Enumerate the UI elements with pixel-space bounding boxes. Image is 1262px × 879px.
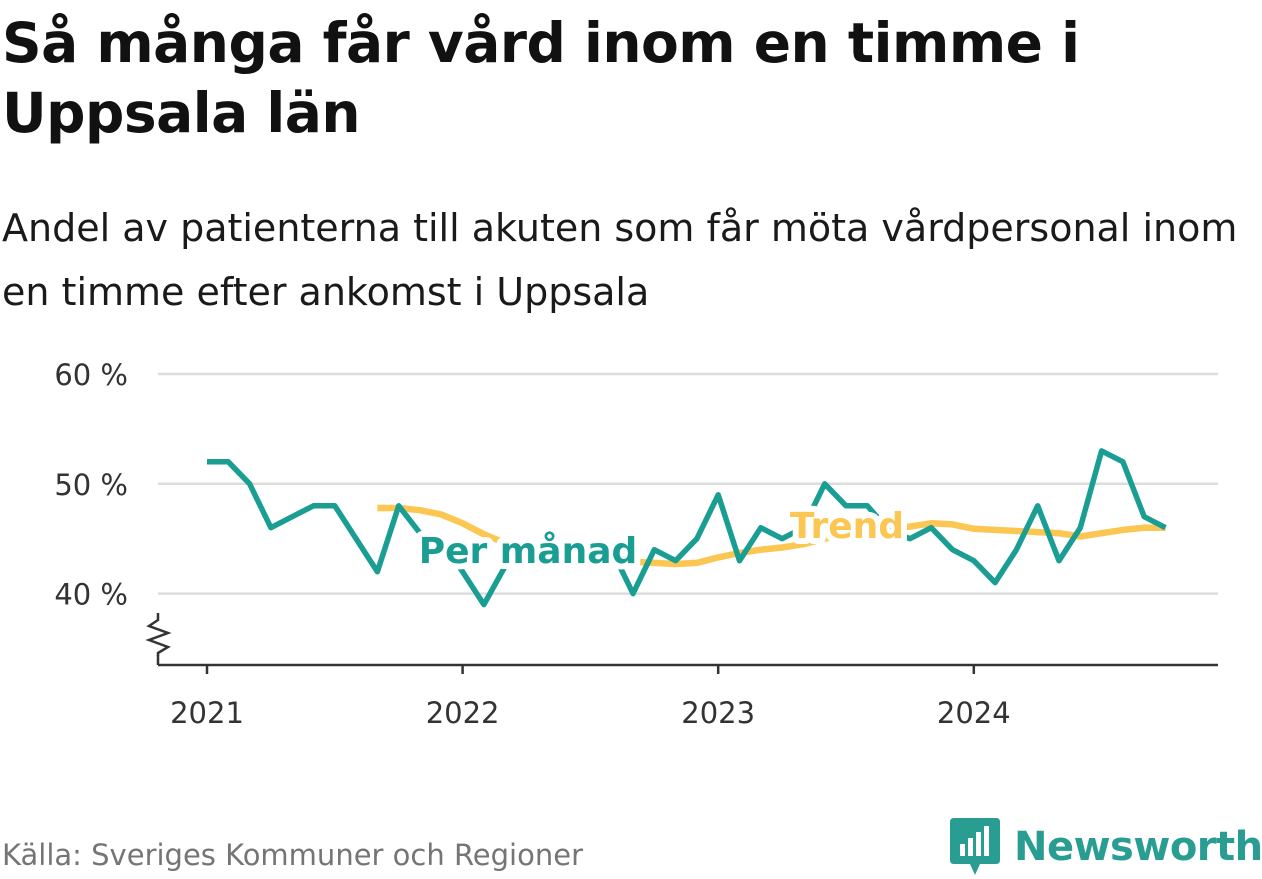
series-lines [207,448,1167,608]
line-chart: 60 % 50 % 40 % 2021 2022 2023 2024 Per månad T… [54,358,1218,730]
x-tick-label: 2022 [426,696,500,730]
series-labels: Per månad Trend [413,500,910,578]
chart-title: Så många får vård inom en timme i Uppsal… [2,11,1080,145]
brand-name: Newsworthy [1014,824,1262,870]
brand-logo: Newsworthy [950,818,1262,876]
y-axis-break-mark [145,613,172,656]
series-line-per-manad [207,448,1167,608]
x-tick-label: 2024 [937,696,1011,730]
y-tick-label: 60 % [54,358,128,392]
x-tick-label: 2023 [681,696,755,730]
x-tick-label: 2021 [170,696,244,730]
x-axis-ticks: 2021 2022 2023 2024 [170,665,1011,730]
y-tick-label: 50 % [54,468,128,502]
grid-lines [158,372,1218,595]
chart-subtitle: Andel av patienterna till akuten som får… [2,206,1238,314]
series-line-trend [377,504,1166,568]
series-label-trend: Trend [790,506,904,547]
axes [145,613,1218,667]
y-axis-ticks: 60 % 50 % 40 % [54,358,128,612]
newsworthy-logo-icon [950,818,1000,875]
series-label-per-manad: Per månad [419,531,638,572]
y-tick-label: 40 % [54,578,128,612]
source-note: Källa: Sveriges Kommuner och Regioner [2,838,584,872]
